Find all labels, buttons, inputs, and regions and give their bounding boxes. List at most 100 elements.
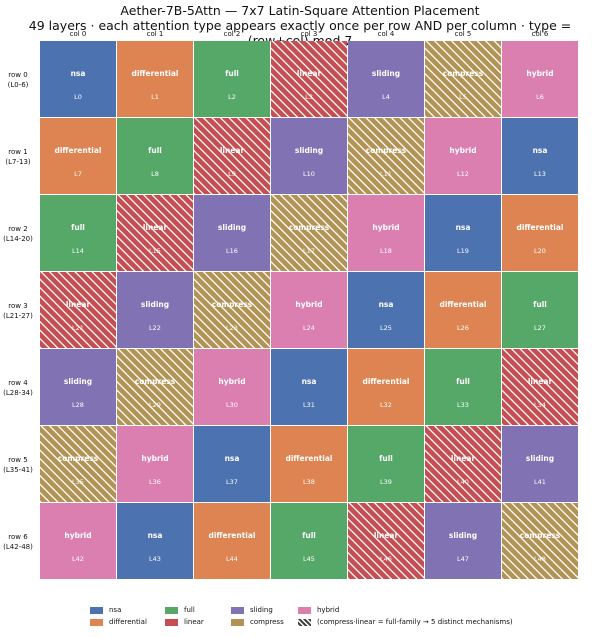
- layer-cell: full L39: [348, 426, 424, 502]
- layer-cell: linear L21: [40, 272, 116, 348]
- layer-type-label: nsa: [532, 146, 548, 155]
- layer-id-label: L35: [72, 478, 84, 486]
- layer-id-label: L34: [534, 401, 546, 409]
- legend-label: linear: [184, 618, 204, 626]
- layer-cell: differential L26: [425, 272, 501, 348]
- layer-id-label: L2: [228, 93, 236, 101]
- legend-note-label: (compress·linear = full-family → 5 disti…: [317, 618, 513, 626]
- layer-id-label: L31: [303, 401, 315, 409]
- layer-type-label: hybrid: [372, 223, 400, 232]
- layer-type-label: linear: [450, 454, 476, 463]
- layer-id-label: L48: [534, 555, 546, 563]
- layer-id-label: L30: [226, 401, 238, 409]
- layer-type-label: hybrid: [449, 146, 477, 155]
- layer-id-label: L16: [226, 247, 238, 255]
- layer-id-label: L27: [534, 324, 546, 332]
- layer-cell: differential L32: [348, 349, 424, 425]
- row-label: row 4 (L28-34): [0, 378, 36, 398]
- layer-type-label: linear: [296, 69, 322, 78]
- layer-id-label: L1: [151, 93, 159, 101]
- legend-swatch: [231, 607, 244, 614]
- row-label-range: (L7-13): [5, 158, 31, 166]
- layer-type-label: sliding: [448, 531, 478, 540]
- layer-cell: full L14: [40, 195, 116, 271]
- layer-type-label: full: [533, 300, 547, 309]
- layer-type-label: sliding: [371, 69, 401, 78]
- layer-cell: full L2: [194, 41, 270, 117]
- layer-type-label: linear: [142, 223, 168, 232]
- layer-type-label: nsa: [147, 531, 163, 540]
- layer-cell: sliding L47: [425, 503, 501, 579]
- column-label: col 4: [377, 30, 395, 38]
- layer-type-label: sliding: [63, 377, 93, 386]
- layer-id-label: L41: [534, 478, 546, 486]
- layer-id-label: L43: [149, 555, 161, 563]
- legend-swatch: [231, 619, 244, 626]
- row-label-range: (L21-27): [3, 312, 33, 320]
- layer-type-label: differential: [54, 146, 102, 155]
- layer-cell: compress L23: [194, 272, 270, 348]
- layer-type-label: sliding: [140, 300, 170, 309]
- legend-label: sliding: [250, 606, 273, 614]
- layer-cell: full L8: [117, 118, 193, 194]
- layer-type-label: sliding: [525, 454, 555, 463]
- layer-cell: sliding L28: [40, 349, 116, 425]
- row-label: row 5 (L35-41): [0, 455, 36, 475]
- layer-type-label: nsa: [455, 223, 471, 232]
- layer-type-label: compress: [365, 146, 407, 155]
- layer-id-label: L40: [457, 478, 469, 486]
- legend-label: differential: [109, 618, 147, 626]
- layer-id-label: L18: [380, 247, 392, 255]
- layer-type-label: compress: [288, 223, 330, 232]
- legend-swatch: [165, 619, 178, 626]
- layer-cell: differential L7: [40, 118, 116, 194]
- layer-cell: hybrid L30: [194, 349, 270, 425]
- layer-cell: differential L20: [502, 195, 578, 271]
- layer-type-label: sliding: [294, 146, 324, 155]
- diagram-title: Aether-7B-5Attn — 7x7 Latin-Square Atten…: [120, 3, 480, 18]
- legend-swatch: [90, 619, 103, 626]
- legend-label: full: [184, 606, 195, 614]
- layer-id-label: L21: [72, 324, 84, 332]
- layer-cell: compress L11: [348, 118, 424, 194]
- layer-id-label: L32: [380, 401, 392, 409]
- layer-cell: hybrid L18: [348, 195, 424, 271]
- layer-type-label: differential: [131, 69, 179, 78]
- layer-type-label: linear: [527, 377, 553, 386]
- layer-id-label: L39: [380, 478, 392, 486]
- layer-cell: sliding L10: [271, 118, 347, 194]
- layer-type-label: differential: [285, 454, 333, 463]
- layer-cell: nsa L31: [271, 349, 347, 425]
- row-label-range: (L0-6): [7, 81, 29, 89]
- layer-id-label: L15: [149, 247, 161, 255]
- layer-cell: full L27: [502, 272, 578, 348]
- column-label: col 2: [223, 30, 241, 38]
- layer-cell: linear L34: [502, 349, 578, 425]
- layer-cell: compress L35: [40, 426, 116, 502]
- row-label-name: row 5: [8, 456, 28, 464]
- layer-type-label: compress: [519, 531, 561, 540]
- layer-type-label: full: [379, 454, 393, 463]
- layer-cell: nsa L13: [502, 118, 578, 194]
- layer-cell: compress L48: [502, 503, 578, 579]
- layer-cell: sliding L4: [348, 41, 424, 117]
- row-label: row 6 (L42-48): [0, 532, 36, 552]
- column-label: col 6: [531, 30, 549, 38]
- layer-id-label: L42: [72, 555, 84, 563]
- layer-cell: compress L5: [425, 41, 501, 117]
- layer-type-label: compress: [442, 69, 484, 78]
- layer-cell: nsa L19: [425, 195, 501, 271]
- layer-cell: differential L38: [271, 426, 347, 502]
- layer-type-label: nsa: [301, 377, 317, 386]
- layer-type-label: nsa: [70, 69, 86, 78]
- layer-id-label: L20: [534, 247, 546, 255]
- column-label: col 1: [146, 30, 164, 38]
- layer-cell: nsa L37: [194, 426, 270, 502]
- layer-id-label: L13: [534, 170, 546, 178]
- layer-cell: nsa L25: [348, 272, 424, 348]
- layer-cell: linear L15: [117, 195, 193, 271]
- layer-cell: hybrid L42: [40, 503, 116, 579]
- layer-cell: hybrid L24: [271, 272, 347, 348]
- layer-id-label: L26: [457, 324, 469, 332]
- layer-type-label: sliding: [217, 223, 247, 232]
